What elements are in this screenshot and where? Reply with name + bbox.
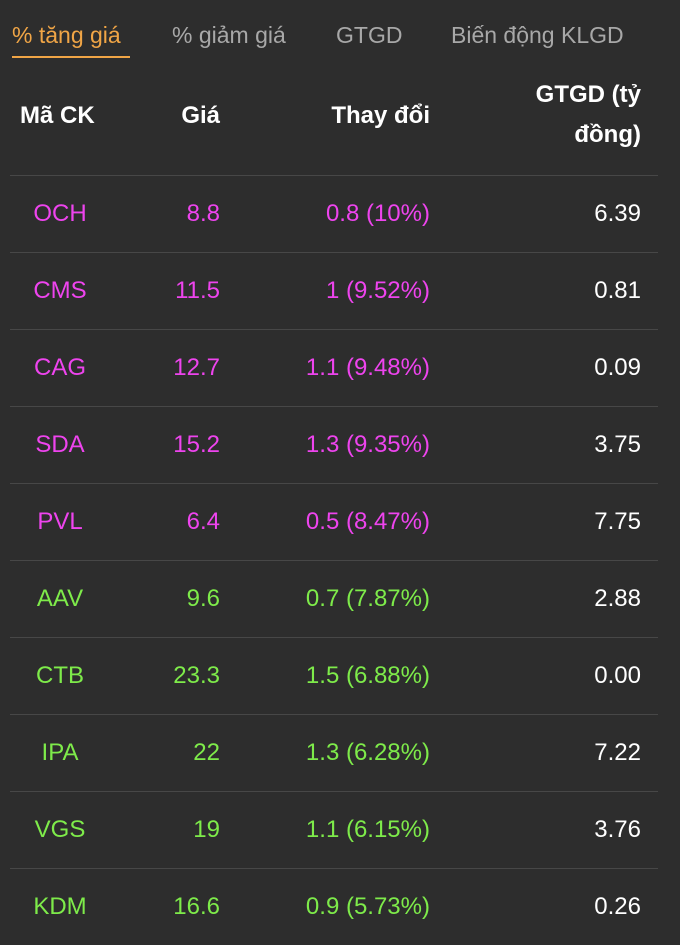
- stock-price: 9.6: [186, 585, 220, 612]
- table-row[interactable]: CTB 23.3 1.5 (6.88%) 0.00: [10, 637, 658, 714]
- tab-trading-value[interactable]: GTGD: [336, 22, 403, 48]
- stock-price: 12.7: [173, 354, 220, 381]
- stock-trading-value: 6.39: [594, 200, 641, 227]
- stock-trading-value: 7.75: [594, 508, 641, 535]
- table-row[interactable]: SDA 15.2 1.3 (9.35%) 3.75: [10, 406, 658, 483]
- tab-volume-change[interactable]: Biến động KLGD: [451, 22, 624, 48]
- table-row[interactable]: IPA 22 1.3 (6.28%) 7.22: [10, 714, 658, 791]
- stock-price: 15.2: [173, 431, 220, 458]
- tab-bar: % tăng giá % giảm giá GTGD Biến động KLG…: [0, 0, 680, 60]
- stock-price: 16.6: [173, 893, 220, 920]
- stock-price: 23.3: [173, 662, 220, 689]
- stock-code: AAV: [36, 585, 84, 612]
- stock-change: 0.8 (10%): [325, 200, 430, 227]
- table-row[interactable]: PVL 6.4 0.5 (8.47%) 7.75: [10, 483, 658, 560]
- stock-table-body: OCH 8.8 0.8 (10%) 6.39 CMS 11.5 1 (9.52%) 0.81 C…: [0, 175, 680, 945]
- stock-price: 19: [193, 816, 220, 843]
- stock-change: 0.9 (5.73%): [305, 893, 430, 920]
- table-row[interactable]: CAG 12.7 1.1 (9.48%) 0.09: [10, 329, 658, 406]
- stock-code: SDA: [35, 431, 85, 458]
- stock-trading-value: 0.00: [594, 662, 641, 689]
- column-header-price: Giá: [181, 102, 220, 129]
- stock-code: PVL: [37, 508, 83, 535]
- table-header: Mã CK Giá Thay đổi GTGD (tỷ đồng): [0, 60, 680, 175]
- column-header-change: Thay đổi: [331, 102, 430, 129]
- stock-code: KDM: [33, 893, 87, 920]
- stock-change: 0.5 (8.47%): [305, 508, 430, 535]
- column-header-value-line2: đồng): [574, 121, 641, 148]
- table-row[interactable]: KDM 16.6 0.9 (5.73%) 0.26: [10, 868, 658, 945]
- column-header-code: Mã CK: [20, 102, 95, 129]
- stock-change: 1.3 (6.28%): [305, 739, 430, 766]
- stock-change: 0.7 (7.87%): [305, 585, 430, 612]
- stock-trading-value: 0.81: [594, 277, 641, 304]
- stock-trading-value: 0.26: [594, 893, 641, 920]
- stock-trading-value: 3.75: [594, 431, 641, 458]
- stock-code: CMS: [33, 277, 87, 304]
- table-row[interactable]: CMS 11.5 1 (9.52%) 0.81: [10, 252, 658, 329]
- stock-change: 1.5 (6.88%): [305, 662, 430, 689]
- stock-code: IPA: [41, 739, 79, 766]
- stock-price: 8.8: [186, 200, 220, 227]
- stock-change: 1.1 (6.15%): [305, 816, 430, 843]
- stock-code: CTB: [36, 662, 84, 689]
- tab-top-losers[interactable]: % giảm giá: [172, 22, 286, 48]
- stock-price: 11.5: [175, 277, 220, 304]
- table-row[interactable]: OCH 8.8 0.8 (10%) 6.39: [10, 175, 658, 252]
- table-row[interactable]: AAV 9.6 0.7 (7.87%) 2.88: [10, 560, 658, 637]
- column-header-value-line1: GTGD (tỷ: [535, 81, 641, 108]
- stock-change: 1 (9.52%): [325, 277, 430, 304]
- stock-price: 22: [193, 739, 220, 766]
- stock-change: 1.1 (9.48%): [305, 354, 430, 381]
- stock-code: OCH: [33, 200, 87, 227]
- stock-trading-value: 0.09: [594, 354, 641, 381]
- stock-code: VGS: [34, 816, 86, 843]
- stock-change: 1.3 (9.35%): [305, 431, 430, 458]
- tab-top-gainers[interactable]: % tăng giá: [12, 22, 121, 48]
- stock-code: CAG: [33, 354, 86, 381]
- active-tab-indicator: [12, 56, 130, 58]
- stock-price: 6.4: [186, 508, 220, 535]
- stock-trading-value: 2.88: [594, 585, 641, 612]
- stock-trading-value: 3.76: [594, 816, 641, 843]
- table-row[interactable]: VGS 19 1.1 (6.15%) 3.76: [10, 791, 658, 868]
- stock-trading-value: 7.22: [594, 739, 641, 766]
